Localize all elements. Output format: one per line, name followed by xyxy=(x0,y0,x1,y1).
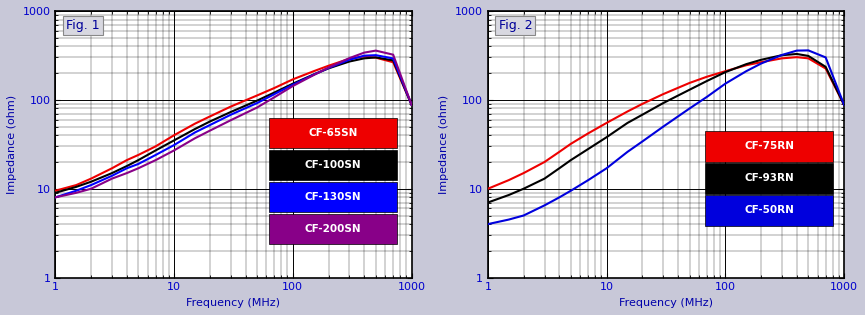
Text: CF-75RN: CF-75RN xyxy=(744,141,794,151)
Text: Fig. 1: Fig. 1 xyxy=(66,19,99,32)
Bar xyxy=(269,117,397,148)
Bar xyxy=(705,163,833,194)
X-axis label: Frequency (MHz): Frequency (MHz) xyxy=(187,298,280,308)
Bar xyxy=(269,214,397,244)
Text: CF-65SN: CF-65SN xyxy=(309,128,358,138)
X-axis label: Frequency (MHz): Frequency (MHz) xyxy=(619,298,713,308)
Text: Fig. 2: Fig. 2 xyxy=(498,19,532,32)
Text: CF-100SN: CF-100SN xyxy=(304,160,362,170)
Text: CF-200SN: CF-200SN xyxy=(304,224,362,234)
Bar xyxy=(269,150,397,180)
Y-axis label: Impedance (ohm): Impedance (ohm) xyxy=(7,95,17,194)
Text: CF-93RN: CF-93RN xyxy=(745,173,794,183)
Bar xyxy=(269,182,397,212)
Text: CF-130SN: CF-130SN xyxy=(304,192,362,202)
Y-axis label: Impedance (ohm): Impedance (ohm) xyxy=(439,95,450,194)
Bar xyxy=(705,195,833,226)
Bar xyxy=(705,131,833,162)
Text: CF-50RN: CF-50RN xyxy=(744,205,794,215)
